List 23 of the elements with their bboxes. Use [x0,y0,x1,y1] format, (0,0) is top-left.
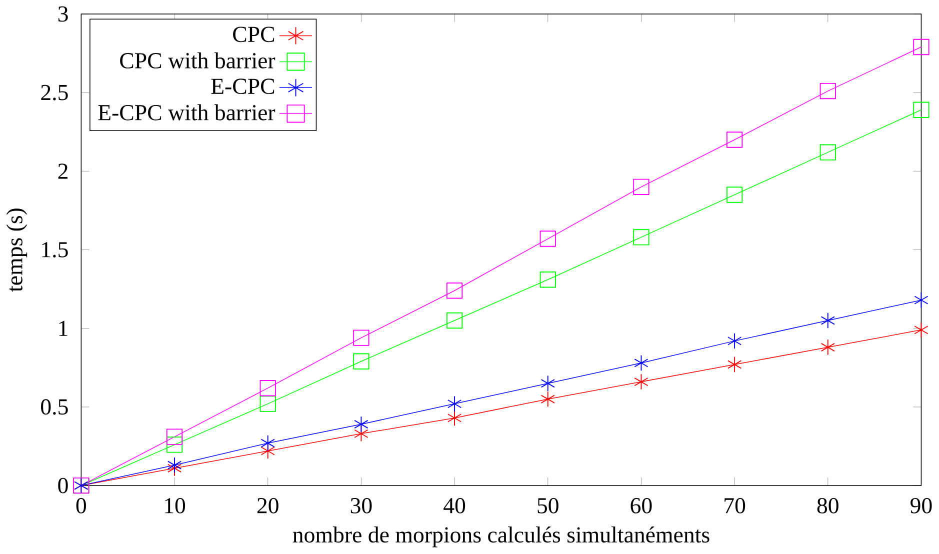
x-tick-label: 0 [76,498,86,514]
y-tick-label: 3 [58,6,68,22]
legend-label: E-CPC with barrier [98,104,276,121]
y-tick-label: 1.5 [42,242,68,258]
x-tick-label: 60 [630,498,652,514]
y-tick-label: 2.5 [41,85,68,101]
legend-label: CPC [233,26,274,42]
x-tick-label: 20 [257,498,278,514]
y-tick-label: 2 [58,164,68,179]
x-axis-title: nombre de morpions calculés simultanéments [292,526,710,548]
x-tick-label: 50 [538,498,558,514]
legend-label: CPC with barrier [120,52,276,69]
y-axis-title: temps (s) [6,208,28,292]
y-tick-label: 1 [59,321,68,336]
legend-label: E-CPC [211,78,274,94]
x-tick-label: 90 [910,498,932,514]
x-tick-label: 10 [165,498,186,514]
x-tick-label: 70 [724,498,746,514]
y-tick-label: 0.5 [41,399,68,415]
x-tick-label: 80 [817,498,838,514]
y-tick-label: 0 [58,478,68,494]
x-tick-label: 40 [444,498,466,514]
x-tick-label: 30 [350,498,372,514]
